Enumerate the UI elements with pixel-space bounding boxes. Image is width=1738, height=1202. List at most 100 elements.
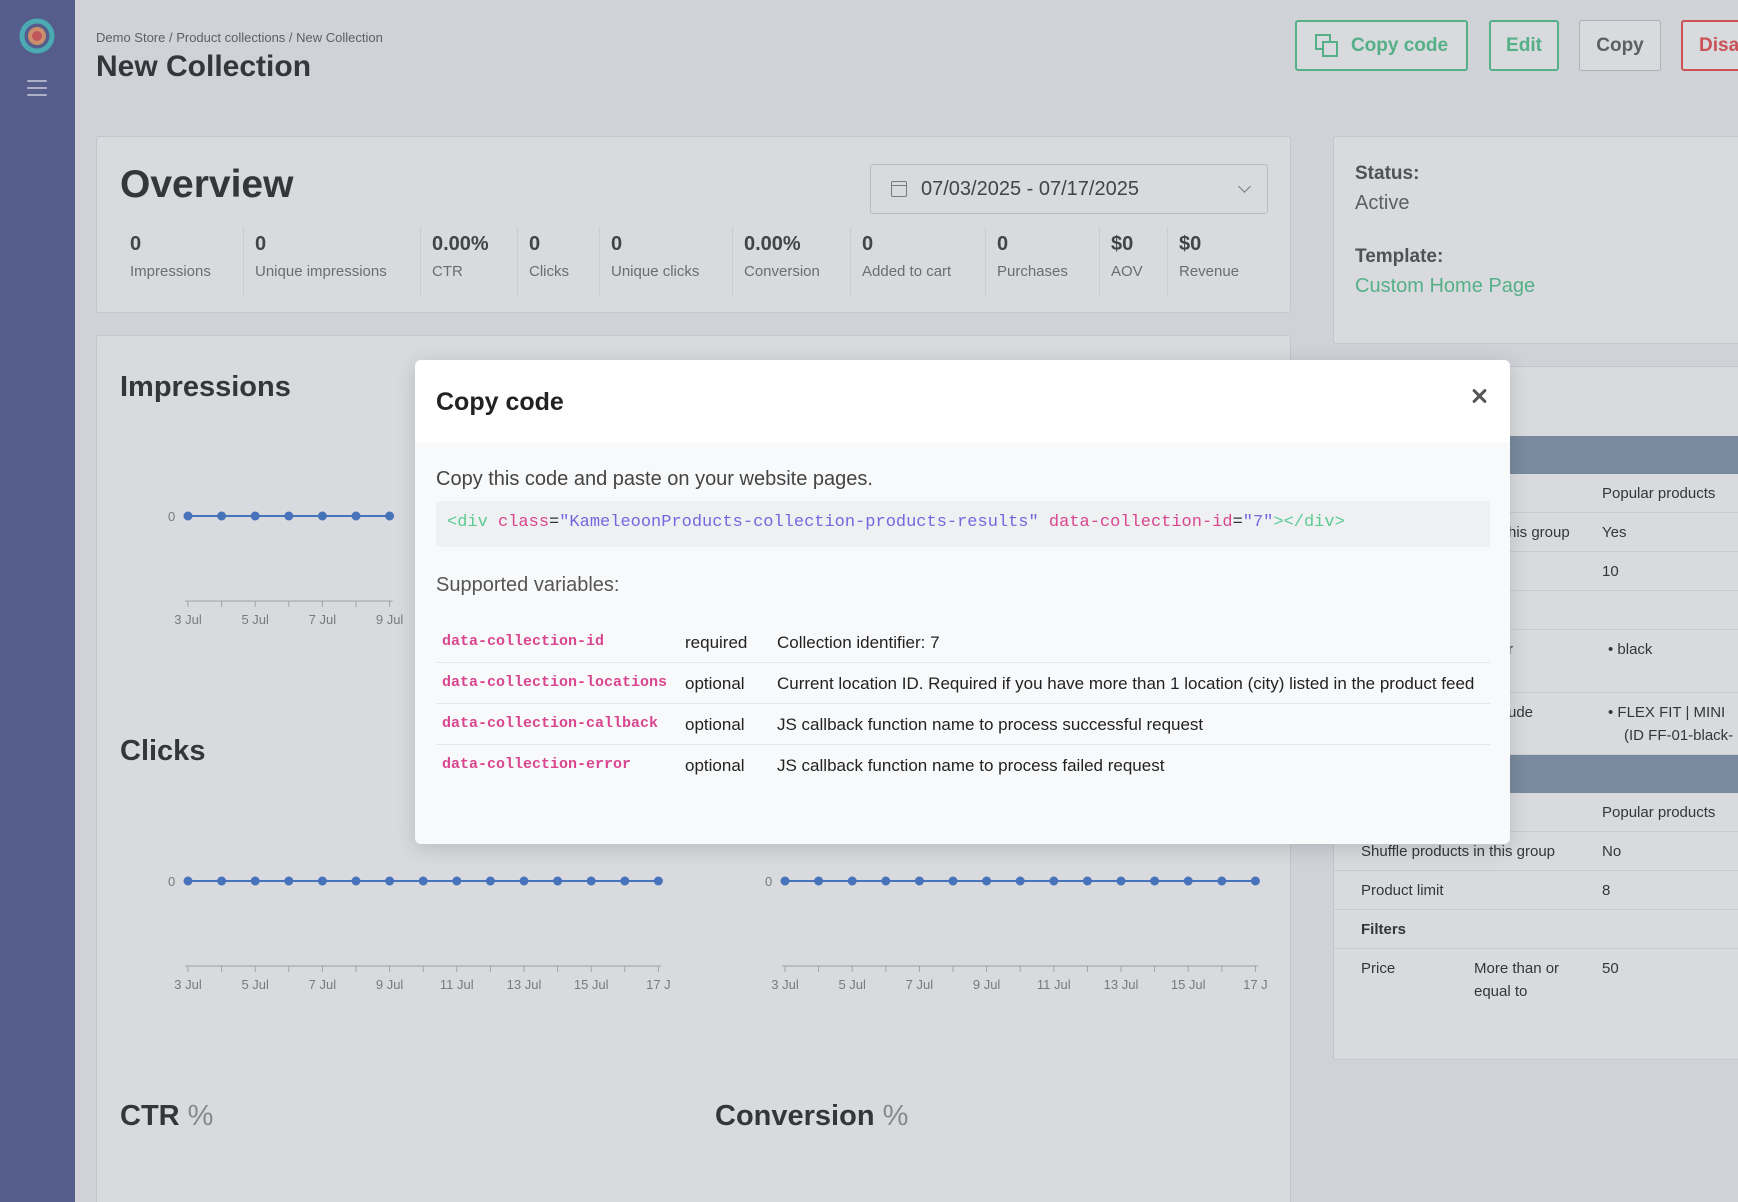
data-point[interactable]	[847, 876, 857, 886]
x-tick-label: 13 Jul	[1104, 977, 1139, 992]
x-tick-label: 15 Jul	[1171, 977, 1206, 992]
ctr-title-unit: %	[187, 1100, 214, 1132]
data-point[interactable]	[485, 876, 495, 886]
variable-description: JS callback function name to process fai…	[777, 756, 1165, 775]
data-point[interactable]	[586, 876, 596, 886]
template-label: Template:	[1355, 246, 1444, 267]
variable-description: Collection identifier: 7	[777, 633, 940, 652]
metric-aov: $0 AOV	[1099, 227, 1167, 295]
variable-name: data-collection-id	[442, 633, 605, 650]
edit-button[interactable]: Edit	[1489, 20, 1559, 71]
data-point[interactable]	[1150, 876, 1160, 886]
unique-clicks-chart: 0 3 Jul 5 Jul 7 Jul 9 Jul 11 Jul 13 Jul 15 Jul 1…	[765, 874, 1268, 992]
data-point[interactable]	[351, 511, 361, 521]
data-point[interactable]	[385, 876, 395, 886]
data-point[interactable]	[250, 876, 260, 886]
variable-requirement: required	[685, 633, 748, 652]
x-tick-label: 3 Jul	[174, 612, 202, 627]
rules-row: Popular products	[1334, 793, 1738, 832]
page-title: New Collection	[96, 50, 312, 83]
y-tick-label: 0	[168, 874, 175, 889]
rules-row: Popular products	[1334, 474, 1738, 513]
data-point[interactable]	[948, 876, 958, 886]
ctr-chart-title: CTR %	[120, 1100, 213, 1133]
data-point[interactable]	[1082, 876, 1092, 886]
conversion-title-unit: %	[882, 1100, 909, 1132]
data-point[interactable]	[452, 876, 462, 886]
rules-row: Product limit 8	[1334, 871, 1738, 910]
data-point[interactable]	[1183, 876, 1193, 886]
variable-requirement: optional	[685, 756, 745, 775]
data-point[interactable]	[284, 876, 294, 886]
data-point[interactable]	[183, 876, 193, 886]
data-point[interactable]	[418, 876, 428, 886]
data-point[interactable]	[1217, 876, 1227, 886]
data-point[interactable]	[1116, 876, 1126, 886]
data-point[interactable]	[250, 511, 260, 521]
copy-code-button[interactable]: Copy code	[1295, 20, 1468, 71]
conversion-title-text: Conversion	[715, 1100, 875, 1132]
metric-purchases: 0 Purchases	[985, 227, 1099, 295]
rules-row: ude • FLEX FIT | MINI (ID FF-01-black-	[1334, 693, 1738, 755]
rules-row: Price More than or equal to 50	[1361, 960, 1619, 1000]
conversion-chart-title: Conversion %	[715, 1100, 908, 1133]
data-point[interactable]	[317, 876, 327, 886]
variable-description: Current location ID. Required if you hav…	[777, 674, 1475, 693]
data-point[interactable]	[653, 876, 663, 886]
data-point[interactable]	[284, 511, 294, 521]
data-point[interactable]	[519, 876, 529, 886]
metric-added-to-cart: 0 Added to cart	[850, 227, 985, 295]
code-snippet[interactable]: <div class="KameleoonProducts-collection…	[436, 501, 1490, 547]
data-point[interactable]	[881, 876, 891, 886]
clicks-chart-title: Clicks	[120, 735, 206, 767]
x-tick-label: 13 Jul	[507, 977, 542, 992]
data-point[interactable]	[385, 511, 395, 521]
overview-title: Overview	[120, 163, 294, 206]
data-point[interactable]	[1250, 876, 1260, 886]
copy-button[interactable]: Copy	[1579, 20, 1661, 71]
variable-row: data-collection-callback optional JS cal…	[436, 704, 1490, 745]
data-point[interactable]	[814, 876, 824, 886]
data-point[interactable]	[351, 876, 361, 886]
variable-requirement: optional	[685, 674, 745, 693]
metrics-row: 0 Impressions 0 Unique impressions 0.00% CT…	[97, 227, 1292, 297]
data-point[interactable]	[1015, 876, 1025, 886]
data-point[interactable]	[217, 876, 227, 886]
ctr-title-text: CTR	[120, 1100, 180, 1132]
data-point[interactable]	[780, 876, 790, 886]
rules-row	[1334, 591, 1738, 630]
copy-code-modal: Copy code Copy this code and paste on yo…	[415, 360, 1510, 844]
data-point[interactable]	[982, 876, 992, 886]
data-point[interactable]	[183, 511, 193, 521]
data-point[interactable]	[217, 511, 227, 521]
metric-impressions: 0 Impressions	[130, 233, 211, 280]
status-card: Status: Active Template: Custom Home Pag…	[1333, 136, 1738, 344]
x-tick-label: 15 Jul	[574, 977, 609, 992]
data-point[interactable]	[1049, 876, 1059, 886]
disable-button[interactable]: Disa	[1681, 20, 1738, 71]
rules-row: 10	[1334, 552, 1738, 591]
modal-header: Copy code	[415, 360, 1510, 442]
data-point[interactable]	[553, 876, 563, 886]
modal-title: Copy code	[436, 388, 564, 416]
date-range-picker[interactable]: 07/03/2025 - 07/17/2025	[870, 164, 1268, 214]
variable-description: JS callback function name to process suc…	[777, 715, 1204, 734]
status-value: Active	[1355, 192, 1410, 214]
x-tick-label: 7 Jul	[309, 612, 337, 627]
x-tick-label: 3 Jul	[174, 977, 202, 992]
copy-icon	[1314, 33, 1338, 57]
breadcrumb[interactable]: Demo Store / Product collections / New C…	[96, 30, 383, 45]
data-point[interactable]	[620, 876, 630, 886]
variable-row: data-collection-id required Collection i…	[436, 622, 1490, 663]
x-tick-label: 9 Jul	[376, 612, 404, 627]
x-tick-label: 11 Jul	[440, 977, 474, 992]
template-link[interactable]: Custom Home Page	[1355, 275, 1536, 297]
data-point[interactable]	[914, 876, 924, 886]
metric-clicks: 0 Clicks	[517, 227, 599, 295]
close-icon[interactable]	[1468, 385, 1490, 407]
data-point[interactable]	[317, 511, 327, 521]
clicks-chart: 0 3 Jul 5 Jul 7 Jul 9 Jul 11 Jul 13 Jul 15 Jul 1…	[168, 874, 671, 992]
hamburger-icon[interactable]	[27, 80, 47, 96]
logo-icon[interactable]	[19, 18, 55, 54]
x-tick-label: 3 Jul	[771, 977, 799, 992]
